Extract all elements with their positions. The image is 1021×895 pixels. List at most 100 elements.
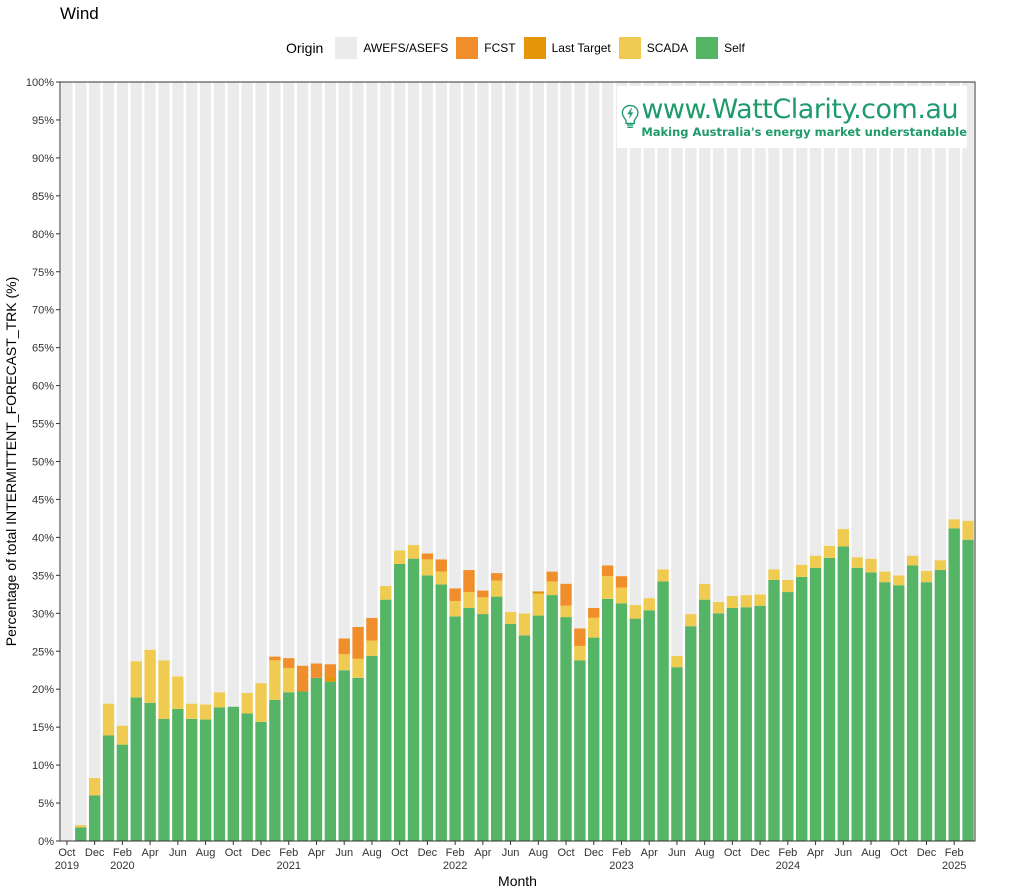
bar-scada-2022-02 <box>449 601 461 617</box>
bar-self-2024-07 <box>851 567 863 841</box>
bar-self-2024-08 <box>865 572 877 841</box>
bar-awefs-asefs-2020-08 <box>199 82 212 705</box>
bar-scada-2023-12 <box>754 594 766 606</box>
bar-awefs-asefs-2022-04 <box>477 82 489 591</box>
bar-awefs-asefs-2019-11 <box>75 82 87 826</box>
bar-awefs-asefs-2021-08 <box>366 82 378 618</box>
bar-scada-2022-11 <box>574 645 586 661</box>
bar-self-2020-08 <box>199 719 212 841</box>
bar-awefs-asefs-2020-09 <box>213 82 226 693</box>
bar-awefs-asefs-2023-01 <box>601 82 614 566</box>
y-axis-title: Percentage of total INTERMITTENT_FORECAS… <box>3 277 19 647</box>
bar-scada-2022-05 <box>491 580 503 597</box>
x-tick-label-month: Apr <box>308 847 325 859</box>
x-tick-label-month: Feb <box>279 847 298 859</box>
bar-awefs-asefs-2024-11 <box>906 82 919 556</box>
bar-scada-2020-09 <box>213 692 226 708</box>
bar-scada-2021-01 <box>269 660 281 700</box>
x-tick-label-month: Jun <box>335 847 353 859</box>
legend-title: Origin <box>286 40 324 56</box>
bar-fcst-2023-02 <box>615 576 628 588</box>
bar-awefs-asefs-2019-10 <box>61 82 73 841</box>
bar-awefs-asefs-2023-09 <box>712 82 725 602</box>
legend: Origin AWEFS/ASEFS FCST Last Target SCADA Se… <box>286 36 753 60</box>
bar-awefs-asefs-2023-05 <box>657 82 669 570</box>
bar-self-2021-07 <box>352 677 364 841</box>
bar-fcst-2021-02 <box>283 658 295 668</box>
x-tick-label-year: 2019 <box>55 860 79 872</box>
bar-awefs-asefs-2023-02 <box>615 82 628 577</box>
bar-self-2021-08 <box>366 655 378 841</box>
bar-scada-2021-10 <box>393 550 406 564</box>
bar-scada-2022-01 <box>435 571 447 585</box>
bar-awefs-asefs-2024-12 <box>920 82 933 571</box>
bar-self-2024-01 <box>768 579 780 841</box>
bar-self-2022-01 <box>435 584 447 841</box>
bar-awefs-asefs-2024-10 <box>893 82 905 576</box>
bar-scada-2023-10 <box>726 595 739 608</box>
lightbulb-logo-icon <box>621 104 639 128</box>
bar-self-2022-10 <box>560 617 572 841</box>
y-tick-label: 85% <box>32 191 54 203</box>
x-tick-label-month: Dec <box>418 847 438 859</box>
x-tick-label-month: Apr <box>807 847 824 859</box>
bar-self-2023-12 <box>754 605 766 841</box>
legend-label: Self <box>724 41 745 55</box>
legend-swatch <box>696 37 719 59</box>
bar-scada-2021-02 <box>283 667 295 693</box>
watermark-url: www.WattClarity.com.au <box>641 94 959 125</box>
x-tick-label-month: Feb <box>612 847 631 859</box>
bar-scada-2022-09 <box>546 581 558 596</box>
legend-swatch <box>523 37 546 59</box>
bar-self-2022-08 <box>532 615 544 841</box>
legend-item-fcst: FCST <box>456 37 516 59</box>
bar-awefs-asefs-2020-07 <box>186 82 198 704</box>
bar-scada-2024-07 <box>851 557 863 568</box>
y-tick-label: 55% <box>32 419 54 431</box>
bar-self-2023-06 <box>671 667 683 841</box>
bar-scada-2020-05 <box>158 660 170 719</box>
x-tick-label-month: Aug <box>695 847 715 859</box>
bar-awefs-asefs-2022-10 <box>560 82 572 584</box>
bar-fcst-2021-12 <box>421 553 434 560</box>
x-tick-label-month: Oct <box>391 847 408 859</box>
chart-title: Wind <box>60 4 99 23</box>
legend-label: AWEFS/ASEFS <box>363 41 449 55</box>
legend-item-scada: SCADA <box>618 37 688 59</box>
bar-last-target-2021-05 <box>324 677 337 682</box>
bar-awefs-asefs-2020-02 <box>116 82 129 726</box>
y-tick-label: 20% <box>32 684 54 696</box>
bar-self-2021-11 <box>407 558 420 841</box>
bar-self-2021-03 <box>296 691 309 841</box>
y-tick-label: 0% <box>38 836 54 848</box>
bar-fcst-2022-09 <box>546 571 558 582</box>
bar-scada-2021-09 <box>380 585 392 600</box>
x-tick-label-month: Feb <box>446 847 465 859</box>
bar-awefs-asefs-2022-12 <box>588 82 600 608</box>
bar-fcst-2022-10 <box>560 583 572 606</box>
bar-awefs-asefs-2025-02 <box>948 82 960 520</box>
bar-scada-2024-02 <box>782 579 794 593</box>
bar-awefs-asefs-2020-03 <box>130 82 142 662</box>
bar-scada-2024-11 <box>906 555 919 566</box>
bar-awefs-asefs-2022-03 <box>463 82 475 571</box>
bar-awefs-asefs-2021-09 <box>380 82 392 586</box>
x-tick-label-month: Oct <box>890 847 907 859</box>
y-tick-label: 65% <box>32 343 54 355</box>
bar-self-2020-06 <box>172 708 184 841</box>
bar-awefs-asefs-2023-10 <box>726 82 739 596</box>
bar-self-2023-10 <box>726 607 739 841</box>
bar-fcst-2021-04 <box>310 663 323 678</box>
bar-awefs-asefs-2021-05 <box>324 82 337 665</box>
bar-scada-2024-06 <box>837 529 849 547</box>
bar-scada-2025-01 <box>934 560 947 571</box>
bar-self-2020-05 <box>158 718 170 841</box>
bar-self-2021-10 <box>393 563 406 841</box>
x-tick-label-year: 2025 <box>942 860 966 872</box>
x-tick-label-month: Dec <box>917 847 937 859</box>
bar-scada-2020-04 <box>144 649 156 703</box>
bar-awefs-asefs-2021-06 <box>338 82 350 639</box>
x-tick-label-month: Aug <box>861 847 881 859</box>
bar-scada-2022-08 <box>532 593 544 616</box>
bar-self-2023-03 <box>629 618 642 841</box>
